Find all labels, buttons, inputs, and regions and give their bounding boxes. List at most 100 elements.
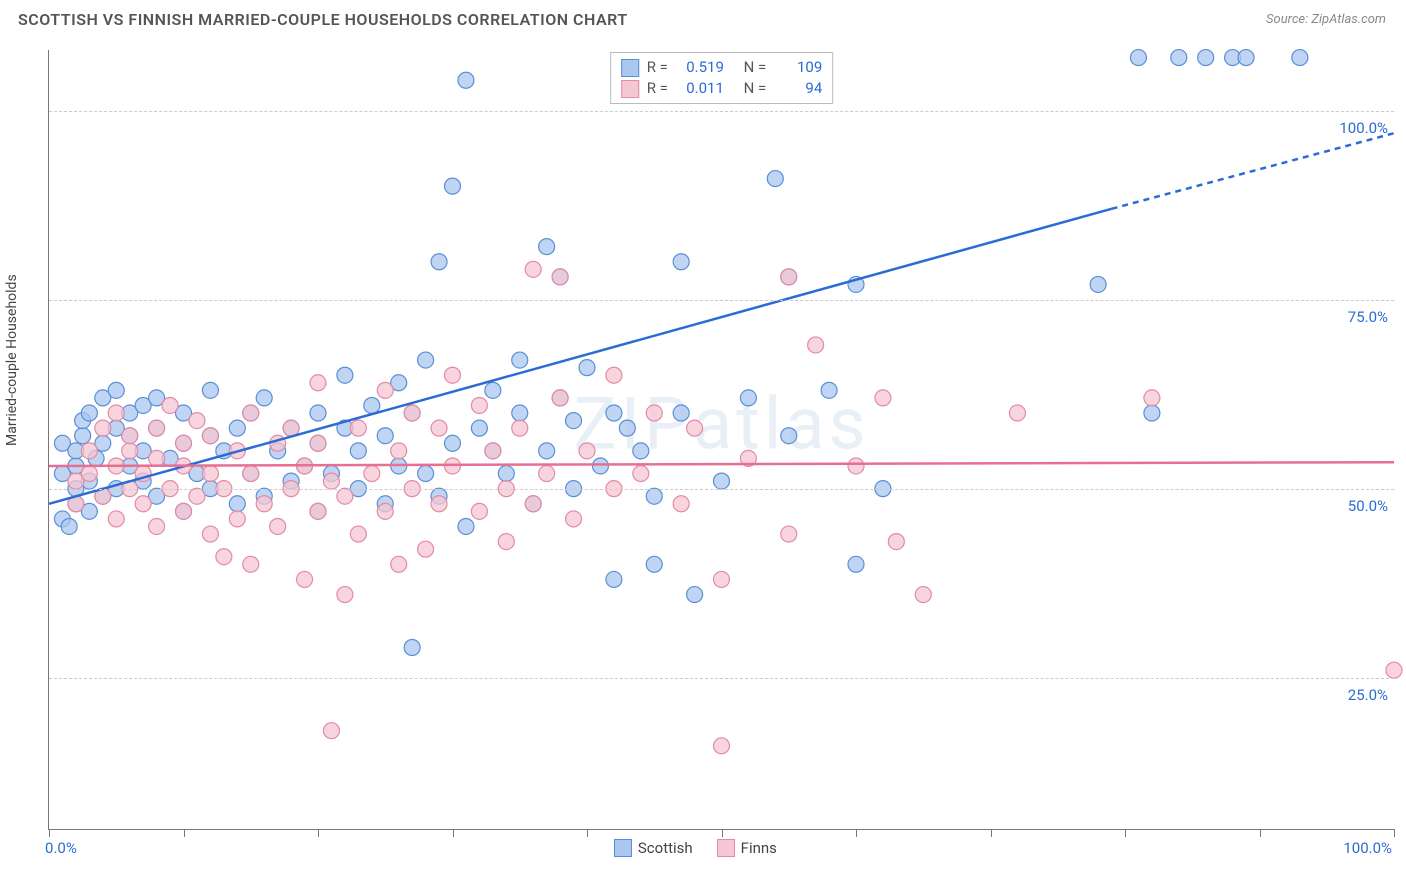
data-point — [108, 405, 124, 421]
x-axis-label-right: 100.0% — [1343, 839, 1392, 857]
data-point — [297, 571, 313, 587]
y-tick-label: 75.0% — [1348, 308, 1388, 326]
data-point — [189, 413, 205, 429]
data-point — [323, 473, 339, 489]
data-point — [75, 428, 91, 444]
data-point — [606, 405, 622, 421]
data-point — [1292, 50, 1308, 66]
x-tick — [587, 829, 588, 837]
stat-r-value: 0.011 — [676, 78, 724, 99]
data-point — [391, 556, 407, 572]
data-point — [687, 420, 703, 436]
x-tick — [991, 829, 992, 837]
data-point — [471, 420, 487, 436]
data-point — [848, 458, 864, 474]
y-tick-label: 25.0% — [1348, 686, 1388, 704]
stat-n-value: 94 — [774, 78, 822, 99]
data-point — [1238, 50, 1254, 66]
data-point — [687, 587, 703, 603]
stat-r-value: 0.519 — [676, 57, 724, 78]
data-point — [566, 413, 582, 429]
legend-stat-row: R = 0.011 N = 94 — [621, 78, 823, 99]
data-point — [202, 526, 218, 542]
data-point — [323, 723, 339, 739]
data-point — [377, 428, 393, 444]
gridline — [49, 111, 1394, 112]
data-point — [808, 337, 824, 353]
data-point — [619, 420, 635, 436]
data-point — [471, 503, 487, 519]
data-point — [337, 367, 353, 383]
data-point — [418, 541, 434, 557]
data-point — [256, 390, 272, 406]
gridline — [49, 489, 1394, 490]
legend-item: Finns — [717, 839, 777, 857]
data-point — [310, 503, 326, 519]
series-legend: Scottish Finns — [614, 839, 777, 857]
data-point — [646, 405, 662, 421]
data-point — [229, 511, 245, 527]
data-point — [592, 458, 608, 474]
data-point — [512, 420, 528, 436]
data-point — [61, 518, 77, 534]
data-point — [498, 466, 514, 482]
data-point — [781, 526, 797, 542]
data-point — [1090, 276, 1106, 292]
data-point — [673, 405, 689, 421]
y-tick-label: 100.0% — [1339, 119, 1388, 137]
data-point — [875, 390, 891, 406]
data-point — [1198, 50, 1214, 66]
data-point — [525, 261, 541, 277]
legend-swatch — [621, 59, 639, 77]
gridline — [49, 300, 1394, 301]
data-point — [364, 397, 380, 413]
data-point — [714, 571, 730, 587]
data-point — [364, 466, 380, 482]
data-point — [229, 420, 245, 436]
chart-plot-area: ZIPatlas R = 0.519 N = 109 R = 0.011 N =… — [48, 50, 1394, 830]
data-point — [310, 435, 326, 451]
data-point — [81, 466, 97, 482]
data-point — [108, 511, 124, 527]
data-point — [243, 405, 259, 421]
data-point — [176, 503, 192, 519]
data-point — [404, 639, 420, 655]
data-point — [848, 556, 864, 572]
data-point — [108, 382, 124, 398]
data-point — [781, 428, 797, 444]
data-point — [458, 72, 474, 88]
data-point — [566, 511, 582, 527]
data-point — [714, 473, 730, 489]
data-point — [310, 375, 326, 391]
x-tick — [1260, 829, 1261, 837]
stat-r-label: R = — [647, 78, 668, 99]
x-axis-label-left: 0.0% — [45, 839, 77, 857]
data-point — [1144, 390, 1160, 406]
data-point — [552, 269, 568, 285]
trend-line-dashed — [1112, 133, 1394, 209]
source-label: Source: ZipAtlas.com — [1266, 12, 1386, 27]
data-point — [646, 556, 662, 572]
data-point — [579, 360, 595, 376]
data-point — [377, 503, 393, 519]
data-point — [821, 382, 837, 398]
data-point — [1171, 50, 1187, 66]
data-point — [176, 435, 192, 451]
y-axis-title: Married-couple Households — [4, 274, 20, 446]
data-point — [512, 405, 528, 421]
data-point — [404, 405, 420, 421]
data-point — [431, 254, 447, 270]
data-point — [350, 526, 366, 542]
legend-label: Scottish — [638, 839, 693, 857]
trend-line — [49, 209, 1112, 504]
data-point — [633, 466, 649, 482]
data-point — [485, 382, 501, 398]
data-point — [377, 382, 393, 398]
data-point — [1130, 50, 1146, 66]
data-point — [525, 496, 541, 512]
data-point — [606, 571, 622, 587]
data-point — [767, 171, 783, 187]
data-point — [471, 397, 487, 413]
data-point — [458, 518, 474, 534]
data-point — [539, 466, 555, 482]
